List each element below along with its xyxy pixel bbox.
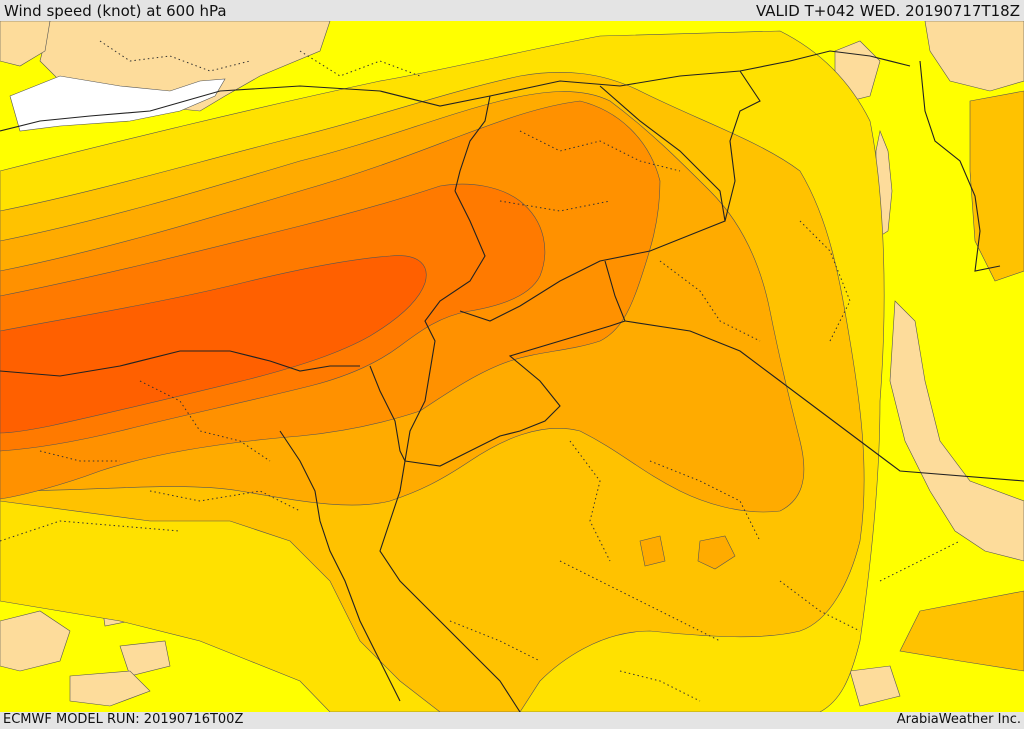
calm-patch	[119, 640, 171, 677]
calm-patch	[0, 610, 71, 672]
country-borders	[0, 50, 1024, 712]
wind-patch	[899, 590, 1024, 672]
east-calm-strip	[889, 300, 1024, 562]
wind-speed-map	[0, 21, 1024, 712]
wind-band-red-orange	[0, 255, 427, 434]
map-footer: ECMWF MODEL RUN: 20190716T00Z ArabiaWeat…	[0, 712, 1024, 729]
map-canvas	[0, 21, 1024, 712]
white-calm-area	[9, 75, 226, 132]
calm-patch	[69, 670, 151, 707]
province-borders	[0, 40, 961, 702]
map-header: Wind speed (knot) at 600 hPa VALID T+042…	[0, 0, 1024, 21]
wind-patch	[969, 90, 1024, 282]
map-title: Wind speed (knot) at 600 hPa	[4, 2, 227, 20]
calm-patch	[849, 665, 901, 707]
model-run: ECMWF MODEL RUN: 20190716T00Z	[3, 712, 244, 727]
nw-calm-area	[0, 21, 51, 67]
calm-patch	[924, 21, 1024, 92]
wind-patch	[697, 535, 736, 570]
wind-patch	[639, 535, 666, 567]
valid-time: VALID T+042 WED. 20190717T18Z	[755, 2, 1020, 20]
credit-text: ArabiaWeather Inc.	[896, 712, 1021, 727]
